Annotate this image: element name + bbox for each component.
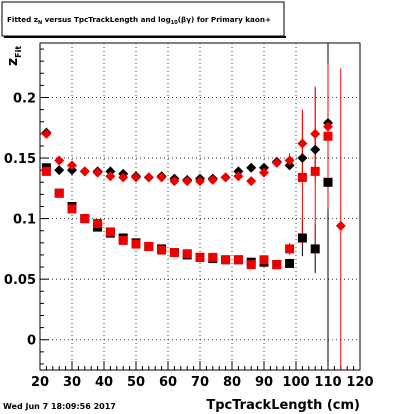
data-point-diamond bbox=[335, 220, 346, 231]
data-point-diamond bbox=[207, 174, 218, 185]
data-point-diamond bbox=[156, 172, 167, 183]
x-tick-label: 40 bbox=[95, 375, 113, 390]
data-point-square bbox=[41, 166, 51, 176]
x-axis-label: TpcTrackLength (cm) bbox=[206, 398, 360, 413]
data-point-diamond bbox=[310, 128, 321, 139]
x-tick-label: 120 bbox=[346, 375, 373, 390]
data-point-square bbox=[297, 233, 307, 243]
data-point-square bbox=[131, 239, 141, 249]
data-point-square bbox=[259, 255, 269, 265]
data-point-diamond bbox=[67, 160, 77, 171]
data-point-diamond bbox=[182, 176, 193, 187]
y-tick-label: 0.2 bbox=[13, 92, 36, 107]
data-point-square bbox=[272, 260, 282, 270]
data-point-diamond bbox=[220, 172, 231, 183]
x-tick-label: 70 bbox=[191, 375, 209, 390]
data-point-square bbox=[208, 252, 218, 262]
data-point-diamond bbox=[92, 167, 103, 178]
x-tick-label: 60 bbox=[159, 375, 177, 390]
data-point-square bbox=[323, 131, 333, 141]
data-point-square bbox=[93, 218, 103, 228]
data-point-square bbox=[67, 204, 77, 214]
plot-frame bbox=[39, 42, 361, 371]
title-box bbox=[1, 1, 285, 37]
x-tick-label: 110 bbox=[314, 375, 341, 390]
data-point-diamond bbox=[54, 165, 65, 176]
y-tick-label: 0.1 bbox=[13, 213, 36, 228]
data-point-diamond bbox=[169, 176, 180, 187]
data-point-square bbox=[310, 166, 320, 176]
y-tick-label: 0 bbox=[27, 334, 36, 349]
chart-title: Fitted zN versus TpcTrackLength and log1… bbox=[7, 15, 271, 26]
axes: 20 30 40 50 60 70 80 90 100 110 120 0 0.05 0.1 0.15 0.2 bbox=[4, 42, 374, 390]
data-point-square bbox=[310, 244, 320, 254]
data-point-square bbox=[233, 255, 243, 265]
y-axis-label: zFit bbox=[5, 46, 23, 66]
data-point-diamond bbox=[297, 153, 308, 164]
data-point-diamond bbox=[41, 128, 52, 139]
data-point-square bbox=[54, 188, 64, 198]
grid bbox=[40, 43, 360, 370]
data-point-square bbox=[182, 249, 192, 259]
data-point-diamond bbox=[246, 162, 257, 173]
data-point-diamond bbox=[118, 172, 129, 183]
data-point-diamond bbox=[246, 176, 257, 187]
data-point-diamond bbox=[105, 171, 116, 182]
data-point-square bbox=[246, 260, 256, 270]
error-bars bbox=[289, 43, 342, 370]
data-point-square bbox=[80, 214, 90, 224]
data-point-diamond bbox=[131, 172, 141, 183]
x-tick-label: 30 bbox=[63, 375, 81, 390]
x-tick-label: 100 bbox=[282, 375, 309, 390]
data-point-square bbox=[195, 252, 205, 262]
data-point-square bbox=[323, 177, 333, 187]
data-point-diamond bbox=[323, 121, 333, 132]
x-tick-label: 50 bbox=[127, 375, 145, 390]
data-point-diamond bbox=[233, 171, 244, 182]
data-point-square bbox=[105, 227, 115, 237]
data-point-square bbox=[285, 258, 295, 268]
title-box-shadow bbox=[4, 36, 286, 38]
data-point-diamond bbox=[310, 144, 321, 155]
data-point-square bbox=[221, 255, 231, 265]
data-point-diamond bbox=[284, 155, 295, 166]
x-tick-label: 90 bbox=[255, 375, 273, 390]
data-point-diamond bbox=[271, 157, 282, 168]
data-point-diamond bbox=[195, 176, 205, 187]
x-tick-label: 80 bbox=[223, 375, 241, 390]
data-point-square bbox=[118, 235, 128, 245]
data-point-square bbox=[169, 248, 179, 258]
timestamp: Wed Jun 7 18:09:56 2017 bbox=[3, 402, 116, 411]
data-point-diamond bbox=[143, 172, 154, 183]
data-point-diamond bbox=[54, 155, 65, 166]
data-point-diamond bbox=[259, 167, 269, 178]
data-markers bbox=[41, 117, 346, 270]
y-tick-label: 0.15 bbox=[4, 152, 36, 167]
y-tick-label: 0.05 bbox=[4, 273, 36, 288]
data-point-square bbox=[297, 172, 307, 182]
data-point-square bbox=[144, 241, 154, 251]
x-tick-label: 20 bbox=[31, 375, 49, 390]
data-point-diamond bbox=[297, 138, 308, 149]
data-point-square bbox=[285, 244, 295, 254]
data-point-diamond bbox=[79, 166, 90, 177]
data-point-square bbox=[157, 245, 167, 255]
